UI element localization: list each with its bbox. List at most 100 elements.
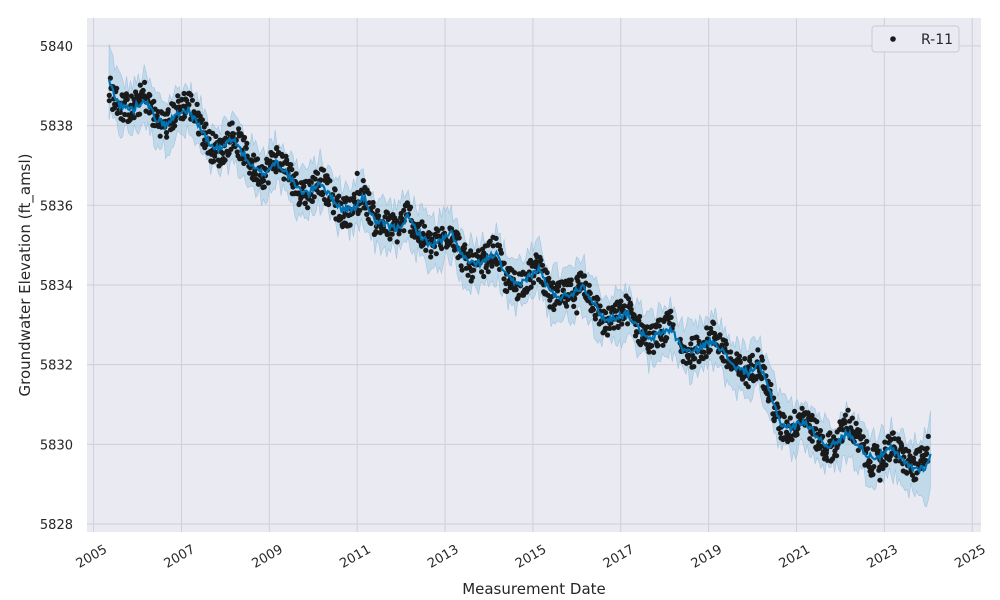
observed-point bbox=[427, 231, 434, 237]
observed-point bbox=[288, 162, 294, 168]
observed-point bbox=[124, 92, 130, 99]
observed-point bbox=[925, 433, 931, 439]
observed-point bbox=[813, 426, 819, 432]
y-tick-labels: 5828 5830 5832 5834 5836 5838 5840 bbox=[40, 40, 73, 533]
observed-point bbox=[274, 145, 280, 151]
observed-point bbox=[924, 450, 930, 457]
observed-point bbox=[809, 438, 815, 444]
observed-point bbox=[924, 445, 930, 451]
observed-point bbox=[439, 225, 445, 231]
observed-point bbox=[595, 296, 601, 302]
observed-point bbox=[163, 130, 170, 136]
observed-point bbox=[244, 140, 250, 146]
observed-point bbox=[342, 199, 348, 205]
y-tick-label: 5832 bbox=[40, 359, 73, 374]
observed-point bbox=[501, 276, 507, 282]
observed-point bbox=[717, 332, 723, 338]
observed-point bbox=[795, 426, 801, 432]
observed-point bbox=[711, 320, 717, 326]
observed-point bbox=[254, 156, 261, 162]
observed-point bbox=[332, 187, 338, 193]
observed-point bbox=[526, 269, 532, 275]
observed-point bbox=[651, 349, 657, 355]
observed-point bbox=[530, 280, 537, 286]
observed-point bbox=[628, 302, 634, 308]
observed-point bbox=[607, 325, 613, 331]
observed-point bbox=[357, 207, 363, 213]
observed-point bbox=[814, 419, 820, 425]
observed-point bbox=[696, 358, 702, 365]
observed-point bbox=[172, 123, 178, 129]
observed-point bbox=[618, 298, 624, 304]
observed-point bbox=[842, 420, 848, 426]
observed-point bbox=[707, 347, 713, 353]
observed-point bbox=[787, 415, 793, 421]
observed-point bbox=[538, 257, 544, 263]
observed-point bbox=[603, 310, 609, 316]
observed-point bbox=[755, 347, 761, 353]
observed-point bbox=[423, 247, 429, 253]
observed-point bbox=[136, 97, 142, 104]
observed-point bbox=[877, 477, 883, 483]
observed-point bbox=[213, 149, 219, 155]
observed-point bbox=[189, 97, 195, 103]
observed-point bbox=[728, 349, 734, 355]
observed-point bbox=[817, 428, 824, 434]
observed-point bbox=[370, 204, 376, 210]
observed-point bbox=[471, 267, 477, 273]
observed-point bbox=[140, 88, 146, 94]
observed-point bbox=[637, 313, 643, 320]
observed-point bbox=[389, 231, 395, 237]
observed-point bbox=[220, 150, 226, 156]
observed-point bbox=[906, 448, 912, 454]
observed-point bbox=[831, 434, 837, 440]
observed-point bbox=[234, 149, 240, 155]
observed-point bbox=[320, 191, 326, 197]
observed-point bbox=[661, 318, 667, 324]
legend-label-r11: R-11 bbox=[921, 32, 953, 48]
forecast-line bbox=[107, 79, 932, 475]
observed-point bbox=[419, 219, 425, 225]
observed-point bbox=[224, 130, 230, 136]
observed-point bbox=[686, 352, 692, 358]
legend-marker-r11 bbox=[890, 36, 896, 42]
observed-point bbox=[188, 92, 194, 98]
observed-point bbox=[701, 349, 707, 355]
observed-point bbox=[625, 296, 632, 302]
observed-point bbox=[236, 126, 242, 132]
observed-point bbox=[147, 92, 153, 98]
observed-point bbox=[883, 462, 889, 468]
observed-point bbox=[106, 92, 112, 98]
observed-point bbox=[309, 198, 315, 204]
observed-point bbox=[421, 223, 428, 229]
observed-point bbox=[597, 303, 603, 309]
observed-point bbox=[366, 190, 372, 197]
observed-point bbox=[759, 357, 765, 363]
x-tick-label: 2019 bbox=[689, 542, 725, 572]
observed-point bbox=[818, 443, 824, 449]
x-tick-labels: 2005 2007 2009 2011 2013 2015 2017 2019 2021 2023… bbox=[74, 542, 989, 572]
observed-point bbox=[655, 342, 661, 348]
observed-point bbox=[211, 158, 217, 164]
observed-point bbox=[157, 133, 163, 139]
observed-point bbox=[864, 438, 870, 444]
observed-point bbox=[213, 133, 219, 139]
observed-point bbox=[281, 176, 287, 182]
observed-point bbox=[428, 254, 434, 260]
observed-point bbox=[364, 211, 370, 217]
observed-point bbox=[691, 364, 697, 370]
observed-point bbox=[241, 134, 248, 141]
observed-point bbox=[479, 269, 485, 275]
observed-point bbox=[265, 180, 271, 186]
observed-point bbox=[360, 178, 366, 184]
observed-point bbox=[625, 321, 631, 327]
observed-point bbox=[368, 220, 374, 226]
observed-point bbox=[401, 207, 407, 213]
observed-point bbox=[194, 101, 200, 107]
x-tick-label: 2009 bbox=[249, 542, 285, 572]
observed-point bbox=[586, 282, 592, 288]
observed-point bbox=[749, 352, 756, 358]
observed-point bbox=[301, 183, 307, 189]
observed-point bbox=[568, 277, 574, 283]
